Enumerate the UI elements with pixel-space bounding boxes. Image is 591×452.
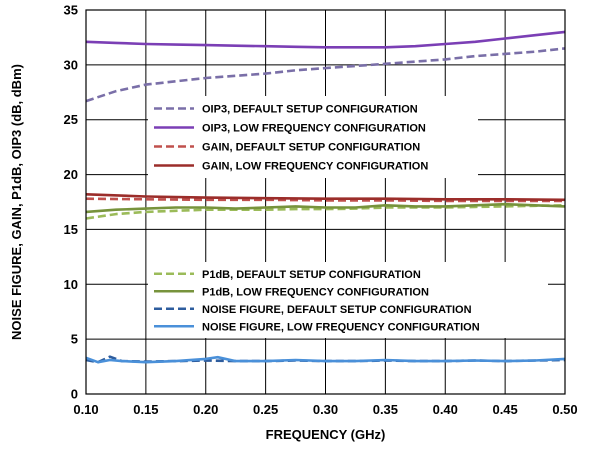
series-line-4 [85,204,566,220]
x-axis-title: FREQUENCY (GHz) [266,427,386,442]
x-tick-label: 0.40 [433,402,458,417]
legend-background [148,262,548,338]
x-tick-label: 0.30 [313,402,338,417]
x-tick-label: 0.45 [492,402,517,417]
x-tick-label: 0.10 [73,402,98,417]
legend-0: OIP3, DEFAULT SETUP CONFIGURATION OIP3, L… [148,96,478,178]
legend-label: OIP3, DEFAULT SETUP CONFIGURATION [202,104,418,116]
y-tick-labels: 0 5 10 15 20 25 30 35 [64,3,78,402]
x-tick-label: 0.20 [193,402,218,417]
legend-label: GAIN, DEFAULT SETUP CONFIGURATION [202,142,420,154]
y-tick-label: 15 [64,222,78,237]
y-tick-label: 35 [64,3,78,18]
x-tick-label: 0.15 [133,402,158,417]
y-tick-label: 0 [71,387,78,402]
plot-frame [85,9,566,395]
x-tick-label: 0.25 [253,402,278,417]
legend-background [148,96,478,178]
legend-label: NOISE FIGURE, LOW FREQUENCY CONFIGURATIO… [202,321,480,333]
legend-label: P1dB, DEFAULT SETUP CONFIGURATION [202,269,421,281]
series-lines [85,30,566,364]
legend-label: NOISE FIGURE, DEFAULT SETUP CONFIGURATIO… [202,304,472,316]
y-axis-title: NOISE FIGURE, GAIN, P1dB, OIP3 (dB, dBm) [9,64,24,340]
legend-label: GAIN, LOW FREQUENCY CONFIGURATION [202,161,428,173]
x-tick-labels: 0.10 0.15 0.20 0.25 0.30 0.35 0.40 0.45 0.50 [73,402,577,417]
y-tick-label: 5 [71,332,78,347]
legend-label: P1dB, LOW FREQUENCY CONFIGURATION [202,286,429,298]
y-tick-label: 30 [64,57,78,72]
x-tick-label: 0.35 [373,402,398,417]
y-tick-label: 20 [64,167,78,182]
series-line-7 [85,355,566,364]
y-tick-label: 25 [64,112,78,127]
legend-label: OIP3, LOW FREQUENCY CONFIGURATION [202,123,426,135]
series-line-0 [85,47,566,103]
series-line-1 [85,30,566,49]
legends: OIP3, DEFAULT SETUP CONFIGURATION OIP3, L… [148,96,548,338]
series-line-2 [85,197,565,203]
series-line-3 [85,193,566,202]
y-tick-label: 10 [64,277,78,292]
legend-1: P1dB, DEFAULT SETUP CONFIGURATION P1dB, L… [148,262,548,338]
series-line-5 [85,202,566,214]
x-tick-label: 0.50 [552,402,577,417]
